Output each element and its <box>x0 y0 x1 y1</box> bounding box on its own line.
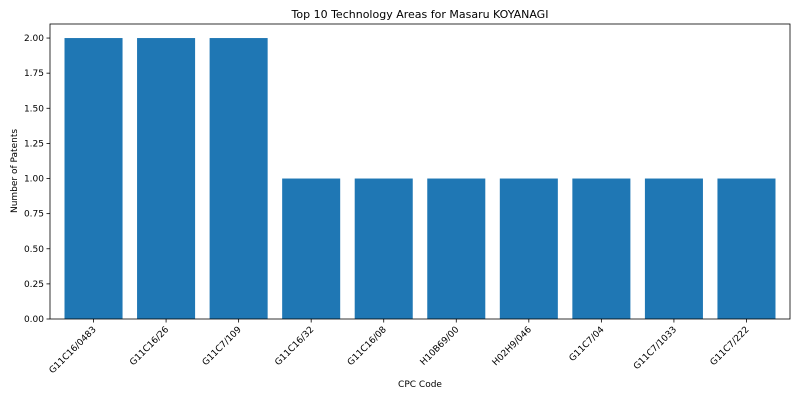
x-tick-label: G11C16/32 <box>273 325 316 368</box>
x-tick-label: G11C7/109 <box>201 325 244 368</box>
bar <box>717 179 775 319</box>
bar <box>137 38 195 319</box>
chart-title: Top 10 Technology Areas for Masaru KOYAN… <box>291 8 549 21</box>
x-tick-label: G11C16/26 <box>128 325 171 368</box>
y-tick-label: 1.25 <box>24 139 44 149</box>
bars-group <box>65 38 776 319</box>
y-tick-label: 0.75 <box>24 210 44 220</box>
x-tick-label: G11C7/1033 <box>632 325 679 372</box>
y-axis: 0.00 0.25 0.50 0.75 1.00 1.25 1.50 1.75 2.00 <box>24 34 50 325</box>
y-tick-label: 2.00 <box>24 34 44 44</box>
x-axis: G11C16/0483 G11C16/26 G11C7/109 G11C16/32 G1… <box>48 319 752 376</box>
y-tick-label: 1.00 <box>24 175 44 185</box>
y-tick-label: 1.50 <box>24 104 44 114</box>
x-tick-label: G11C16/08 <box>346 325 389 368</box>
x-tick-label: G11C16/0483 <box>48 325 99 376</box>
bar <box>65 38 123 319</box>
bar <box>355 179 413 319</box>
bar <box>210 38 268 319</box>
x-tick-label: G11C7/04 <box>568 325 607 364</box>
x-tick-label: H10B69/00 <box>419 325 462 368</box>
bar <box>500 179 558 319</box>
y-tick-label: 0.00 <box>24 315 44 325</box>
x-tick-label: H02H9/046 <box>491 325 534 368</box>
x-axis-title: CPC Code <box>398 380 442 390</box>
x-tick-label: G11C7/222 <box>709 325 752 368</box>
bar <box>645 179 703 319</box>
y-tick-label: 1.75 <box>24 69 44 79</box>
y-tick-label: 0.25 <box>24 280 44 290</box>
y-axis-title: Number of Patents <box>10 129 20 213</box>
bar <box>282 179 340 319</box>
bar <box>427 179 485 319</box>
y-tick-label: 0.50 <box>24 245 44 255</box>
bar <box>572 179 630 319</box>
